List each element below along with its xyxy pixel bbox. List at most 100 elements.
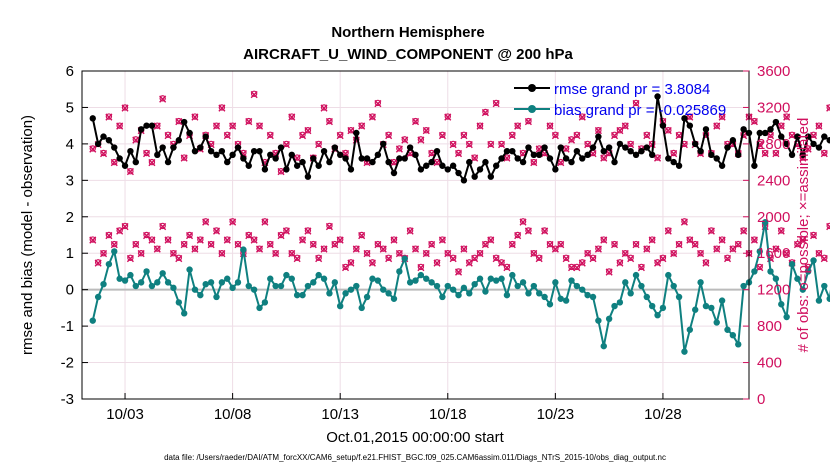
obs-lower-assimilated-marker: ×: [491, 251, 501, 265]
bias-point: [331, 279, 339, 286]
obs-upper-possible-marker: [132, 136, 139, 143]
obs-lower-assimilated-marker: ×: [319, 242, 329, 256]
obs-upper-assimilated-marker: ×: [373, 96, 383, 110]
obs-lower-assimilated-marker: ×: [599, 233, 609, 247]
bias-point: [428, 279, 435, 286]
obs-lower-possible-marker: [94, 259, 102, 266]
obs-upper-possible-marker: [509, 131, 516, 138]
obs-lower-possible-marker: [611, 240, 618, 248]
legend-rmse-label: rmse grand pr = 3.8084: [554, 81, 710, 98]
obs-upper-possible-marker: [665, 127, 672, 134]
obs-lower-possible-marker: [396, 250, 403, 257]
obs-upper-possible-marker: [428, 149, 435, 157]
bias-point: [89, 317, 96, 324]
bias-point: [137, 279, 145, 286]
rmse-point: [336, 151, 344, 159]
obs-lower-assimilated-marker: ×: [384, 251, 394, 265]
rmse-point: [449, 162, 457, 169]
obs-lower-possible-marker: [519, 218, 527, 225]
rmse-point: [632, 151, 640, 159]
bias-point: [116, 275, 123, 282]
obs-lower-assimilated-marker: ×: [712, 242, 722, 256]
obs-upper-possible-marker: [417, 136, 425, 143]
obs-upper-possible-marker: [224, 131, 231, 138]
obs-upper-assimilated-marker: ×: [389, 156, 399, 170]
bias-point: [697, 279, 704, 286]
bias-point: [207, 279, 215, 286]
rmse-point: [482, 158, 489, 166]
rmse-point: [417, 166, 425, 173]
obs-lower-possible-marker: [665, 227, 672, 234]
obs-lower-assimilated-marker: ×: [271, 247, 281, 261]
obs-lower-assimilated-marker: ×: [147, 233, 157, 247]
rmse-point: [492, 162, 500, 169]
y-tick-label: 1: [66, 245, 74, 262]
x-tick-label: 10/28: [644, 406, 682, 423]
obs-lower-assimilated-marker: ×: [739, 224, 749, 238]
rmse-point: [154, 151, 161, 159]
rmse-point: [94, 140, 102, 148]
rmse-point: [589, 144, 597, 151]
obs-upper-assimilated-marker: ×: [120, 101, 130, 115]
bias-point: [530, 282, 538, 290]
rmse-point: [385, 158, 392, 166]
obs-lower-assimilated-marker: ×: [394, 247, 404, 261]
obs-lower-assimilated-marker: ×: [281, 224, 291, 238]
obs-upper-assimilated-marker: ×: [631, 96, 641, 110]
obs-lower-possible-marker: [444, 250, 451, 257]
obs-upper-possible-marker: [632, 99, 640, 107]
rmse-point: [605, 144, 613, 151]
rmse-point: [729, 137, 737, 144]
rmse-point: [116, 155, 123, 162]
rmse-point: [772, 118, 780, 126]
obs-lower-possible-marker: [159, 222, 166, 230]
obs-upper-possible-marker: [245, 117, 252, 125]
obs-upper-possible-marker: [143, 149, 150, 157]
bias-point: [369, 275, 376, 282]
obs-upper-possible-marker: [299, 131, 306, 138]
rmse-point: [546, 155, 554, 162]
rmse-point: [584, 151, 591, 159]
obs-lower-possible-marker: [277, 231, 285, 239]
rmse-point: [374, 151, 382, 159]
obs-upper-possible-marker: [482, 108, 489, 116]
obs-lower-possible-marker: [342, 263, 349, 271]
obs-lower-assimilated-marker: ×: [443, 247, 453, 261]
obs-upper-possible-marker: [218, 104, 226, 111]
obs-lower-possible-marker: [471, 254, 478, 261]
rmse-point: [552, 166, 559, 173]
rmse-point: [670, 158, 677, 166]
bias-point: [218, 279, 226, 286]
bias-point: [815, 297, 823, 304]
obs-lower-assimilated-marker: ×: [416, 260, 426, 274]
rmse-point: [767, 126, 774, 133]
obs-upper-possible-marker: [788, 131, 796, 138]
obs-lower-possible-marker: [374, 240, 382, 248]
bias-point: [708, 304, 715, 312]
rmse-point: [224, 158, 231, 166]
bias-point: [444, 282, 451, 290]
obs-upper-assimilated-marker: ×: [566, 133, 576, 147]
obs-lower-possible-marker: [810, 231, 817, 239]
bias-point: [121, 277, 129, 284]
rmse-point: [794, 133, 801, 140]
obs-lower-assimilated-marker: ×: [324, 219, 334, 233]
rmse-point: [530, 151, 538, 159]
obs-lower-assimilated-marker: ×: [131, 238, 141, 252]
obs-lower-assimilated-marker: ×: [454, 265, 464, 279]
obs-lower-assimilated-marker: ×: [809, 229, 819, 243]
legend: rmse grand pr = 3.8084 bias grand pr = -…: [514, 81, 726, 119]
obs-lower-possible-marker: [794, 240, 801, 248]
obs-upper-assimilated-marker: ×: [583, 137, 593, 151]
obs-lower-assimilated-marker: ×: [593, 242, 603, 256]
obs-lower-assimilated-marker: ×: [287, 247, 297, 261]
obs-lower-assimilated-marker: ×: [486, 233, 496, 247]
obs-upper-possible-marker: [423, 127, 430, 134]
bias-point: [396, 268, 403, 275]
obs-lower-possible-marker: [767, 254, 774, 261]
obs-lower-assimilated-marker: ×: [717, 233, 727, 247]
obs-lower-possible-marker: [449, 254, 457, 261]
obs-upper-assimilated-marker: ×: [249, 87, 259, 101]
bias-point: [94, 293, 102, 301]
bias-point: [525, 290, 532, 297]
